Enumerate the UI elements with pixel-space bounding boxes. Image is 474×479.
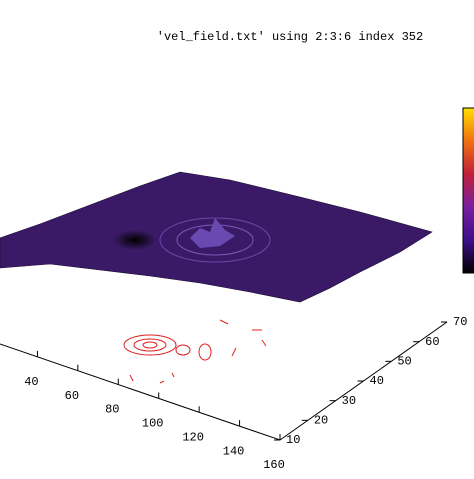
- chart-title: 'vel_field.txt' using 2:3:6 index 352: [157, 30, 423, 44]
- y-tick-label: 60: [425, 335, 439, 349]
- x-tick-label: 80: [105, 403, 119, 417]
- x-tick-label: 160: [263, 458, 285, 472]
- x-tick-label: 40: [24, 375, 38, 389]
- surface: [0, 171, 433, 303]
- y-tick-label: 70: [453, 315, 467, 329]
- y-tick-label: 10: [286, 433, 300, 447]
- colorbox: [462, 107, 474, 274]
- contours: [123, 319, 267, 384]
- x-tick-label: 140: [223, 444, 245, 458]
- y-tick-label: 30: [342, 394, 356, 408]
- x-tick-label: 120: [182, 430, 204, 444]
- y-tick-label: 20: [314, 414, 328, 428]
- y-tick-label: 50: [397, 355, 411, 369]
- x-tick-label: 100: [142, 417, 164, 431]
- y-tick-label: 40: [370, 374, 384, 388]
- x-tick-label: 60: [65, 389, 79, 403]
